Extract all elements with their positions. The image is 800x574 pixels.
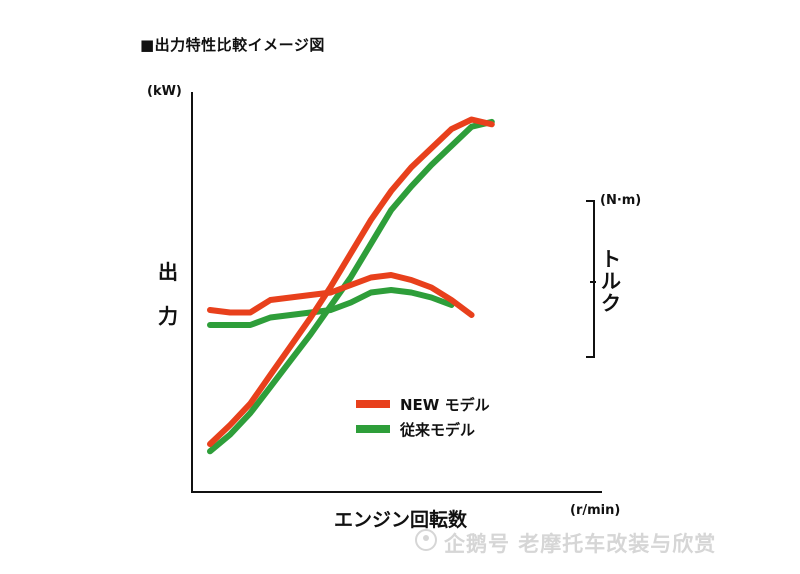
- chart-title: ■出力特性比較イメージ図: [140, 36, 325, 54]
- series-layer: [207, 116, 495, 455]
- y-unit-right: (N·m): [600, 193, 642, 208]
- watermark-logo-icon: [415, 529, 437, 551]
- y-unit-left: (kW): [147, 84, 182, 99]
- legend-label-new: NEW モデル: [400, 396, 490, 414]
- torque-bracket: [586, 200, 596, 358]
- y-label-left: 出力: [158, 260, 178, 328]
- old-model-power-line: [207, 118, 495, 455]
- y-label-right: トルク: [601, 247, 621, 315]
- new-model-torque-line: [207, 272, 475, 318]
- legend-label-old: 従来モデル: [400, 421, 476, 439]
- watermark-text: 企鹅号 老摩托车改装与欣赏: [444, 532, 717, 556]
- old-model-torque-line: [207, 287, 455, 328]
- x-label: エンジン回転数: [334, 509, 468, 531]
- x-unit: (r/min): [570, 503, 621, 518]
- new-model-power-line: [207, 116, 495, 448]
